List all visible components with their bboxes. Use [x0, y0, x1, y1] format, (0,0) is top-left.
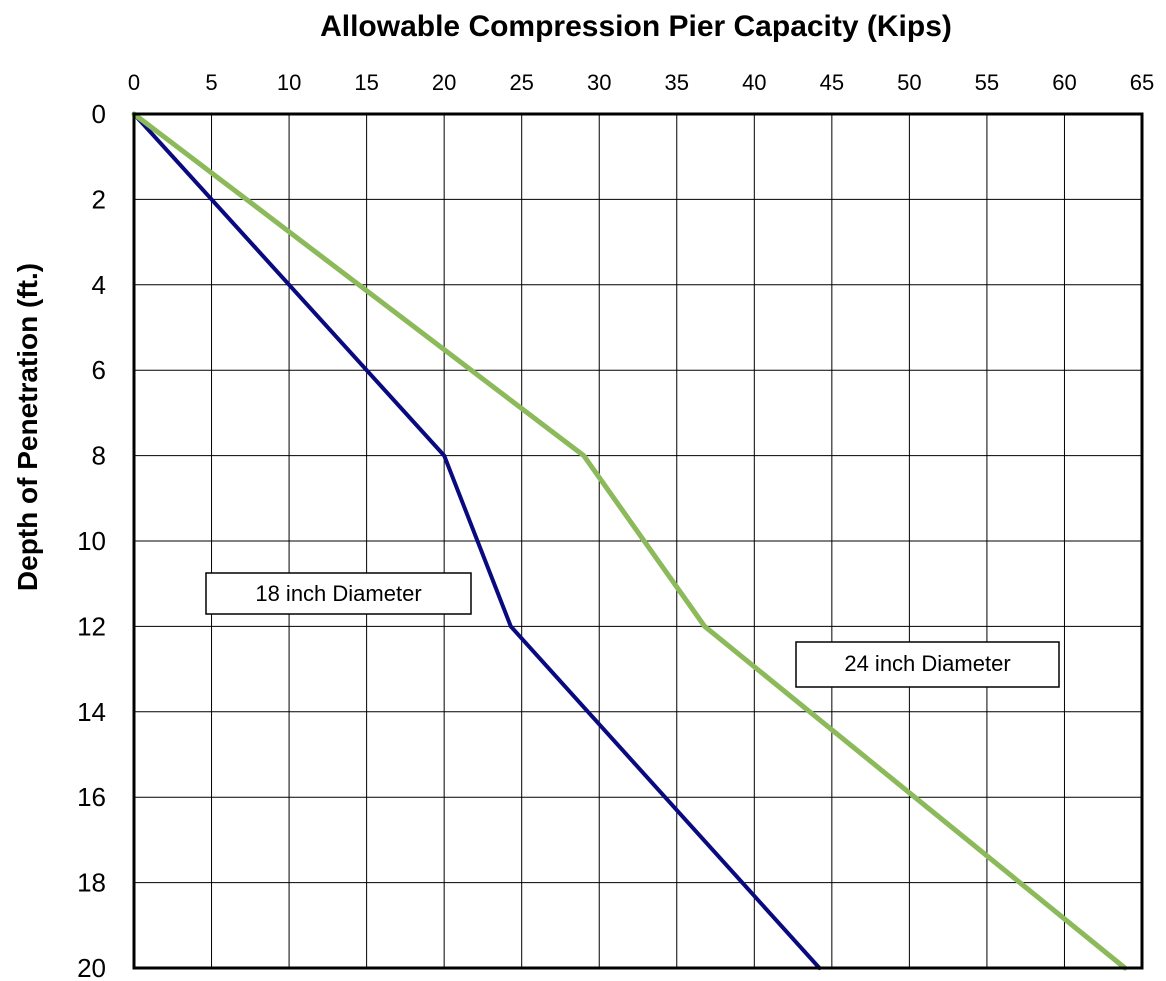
- x-tick-label: 5: [205, 70, 217, 95]
- y-tick-label: 10: [77, 526, 106, 556]
- y-axis-label: Depth of Penetration (ft.): [12, 263, 43, 591]
- x-tick-label: 40: [742, 70, 766, 95]
- x-tick-label: 65: [1130, 70, 1154, 95]
- x-tick-label: 15: [354, 70, 378, 95]
- chart-title: Allowable Compression Pier Capacity (Kip…: [320, 10, 952, 43]
- y-tick-label: 2: [92, 184, 106, 214]
- annotations: 18 inch Diameter 24 inch Diameter: [205, 572, 1060, 688]
- x-tick-label: 10: [277, 70, 301, 95]
- series-line-24-inch: [131, 111, 1128, 971]
- annotation-label: 24 inch Diameter: [844, 651, 1010, 676]
- x-tick-label: 50: [897, 70, 921, 95]
- y-tick-label: 18: [77, 868, 106, 898]
- x-tick-labels: 0 5 10 15 20 25 30 35 40 45 50 55 60 65: [128, 70, 1154, 95]
- y-tick-label: 14: [77, 697, 106, 727]
- y-tick-label: 8: [92, 441, 106, 471]
- x-tick-label: 30: [587, 70, 611, 95]
- x-tick-label: 0: [128, 70, 140, 95]
- y-tick-label: 4: [92, 270, 106, 300]
- y-tick-label: 16: [77, 782, 106, 812]
- annotation-box: [205, 572, 472, 615]
- y-tick-label: 0: [92, 99, 106, 129]
- y-tick-labels: 0 2 4 6 8 10 12 14 16 18 20: [77, 99, 106, 981]
- y-tick-label: 6: [92, 355, 106, 385]
- plot-frame: [132, 112, 1144, 970]
- series-lines: [131, 111, 1128, 971]
- annotation-18-inch: 18 inch Diameter: [205, 572, 472, 615]
- annotation-box: [795, 641, 1060, 688]
- x-tick-label: 60: [1052, 70, 1076, 95]
- gridlines: [133, 113, 1143, 969]
- annotation-24-inch: 24 inch Diameter: [795, 641, 1060, 688]
- series-line-18-inch: [132, 112, 822, 970]
- x-tick-label: 45: [820, 70, 844, 95]
- x-tick-label: 25: [509, 70, 533, 95]
- y-tick-label: 12: [77, 611, 106, 641]
- x-tick-label: 55: [975, 70, 999, 95]
- x-tick-label: 35: [665, 70, 689, 95]
- y-tick-label: 20: [77, 953, 106, 981]
- x-tick-label: 20: [432, 70, 456, 95]
- annotation-label: 18 inch Diameter: [255, 581, 421, 606]
